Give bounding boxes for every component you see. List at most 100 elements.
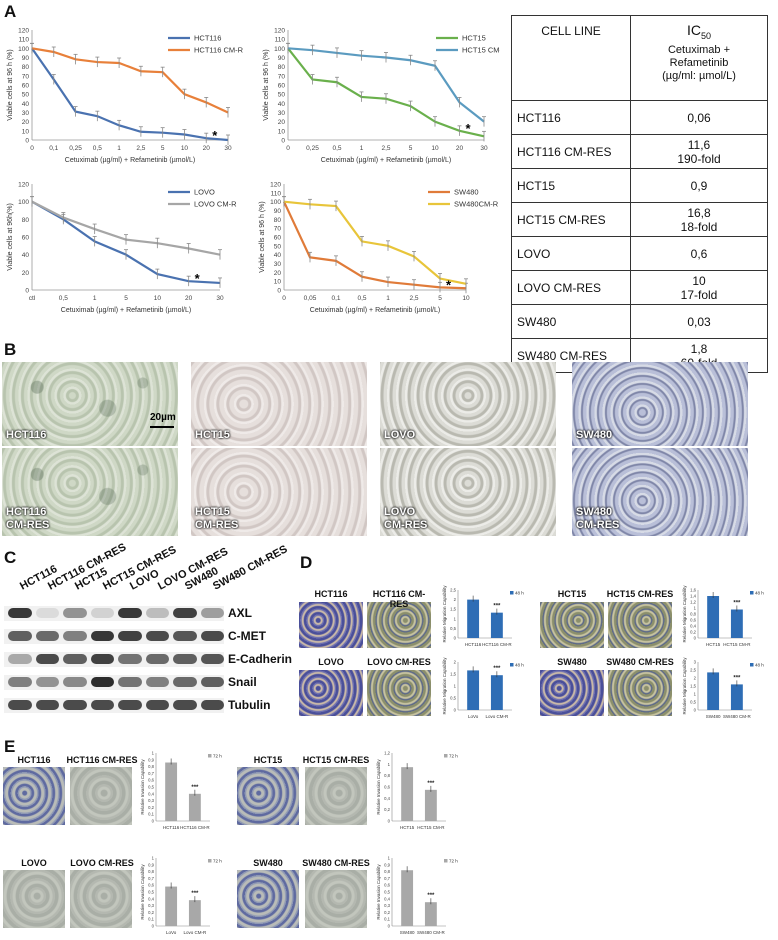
x-tick-label: 0,5 xyxy=(357,295,366,302)
y-tick-label: 120 xyxy=(270,182,281,189)
y-tick-label: 0,5 xyxy=(384,890,390,895)
protein-label: Snail xyxy=(228,675,257,689)
bar xyxy=(424,789,437,821)
y-tick-label: 0,4 xyxy=(690,624,696,629)
x-tick-label: 20 xyxy=(456,145,464,152)
legend-label: HCT15 xyxy=(462,34,486,43)
x-tick-label: SW480 CM-R xyxy=(723,714,752,719)
y-tick-label: 0 xyxy=(25,288,29,295)
legend-swatch xyxy=(444,859,448,863)
y-axis-label: Relative Migration Capability xyxy=(682,657,687,715)
y-tick-label: 0,3 xyxy=(384,903,390,908)
y-tick-label: 0,6 xyxy=(384,883,390,888)
y-tick-label: 0 xyxy=(152,819,155,824)
x-tick-label: HCT116 CM-R xyxy=(180,825,210,830)
y-tick-label: 0,5 xyxy=(450,626,456,631)
ic50-row: HCT116 CM-RES 11,6 190-fold xyxy=(511,134,768,169)
image-label: HCT116 xyxy=(17,755,51,765)
y-tick-label: 1 xyxy=(694,606,697,611)
bar-chart-migration-lovo: 0 0,5 1 1,5 2 Relative Migration Capability Lo… xyxy=(442,657,524,719)
bar xyxy=(188,900,201,926)
bar xyxy=(730,684,743,710)
x-tick-label: 0,1 xyxy=(331,295,340,302)
x-tick-label: HCT15 CM-R xyxy=(723,642,751,647)
y-tick-label: 100 xyxy=(270,199,281,206)
x-tick-label: 30 xyxy=(224,145,232,152)
bar xyxy=(401,870,414,926)
blot-band xyxy=(35,631,59,641)
blot-band xyxy=(200,631,224,641)
x-tick-label: 5 xyxy=(124,295,128,302)
blot-band xyxy=(118,654,142,664)
legend-swatch xyxy=(208,859,212,863)
micrograph-hct15-cm-res: HCT15 CM-RES xyxy=(191,448,367,536)
bar-chart-invasion-sw480: 0 0,1 0,2 0,3 0,40,5 0,6 0,7 0,8 0,91 Relative In… xyxy=(376,856,458,936)
micrograph-hct116: HCT116 20µm xyxy=(2,362,178,446)
image-label: SW480 CM-RES xyxy=(606,657,674,667)
bar xyxy=(490,612,503,638)
blot-strip xyxy=(4,606,224,621)
blot-band xyxy=(173,700,197,710)
y-tick-label: 1 xyxy=(694,692,697,697)
significance-marker: *** xyxy=(191,891,199,897)
legend-label: 72 h xyxy=(449,754,458,759)
legend-label: 48 h xyxy=(755,663,764,668)
x-tick-label: SW480 CM-R xyxy=(417,930,446,935)
blot-strip xyxy=(4,675,224,690)
y-tick-label: 0,2 xyxy=(690,630,696,635)
y-axis-label: Viable cells at 96h(%) xyxy=(7,203,14,271)
y-tick-label: 2,5 xyxy=(690,668,696,673)
bar-chart-invasion-hct116: 0 0,1 0,2 0,3 0,40,5 0,6 0,7 0,8 0,91 Relative In… xyxy=(140,751,222,831)
x-tick-label: 2,5 xyxy=(381,145,390,152)
image-label: HCT15 CM-RES xyxy=(606,589,674,599)
x-tick-label: 2,5 xyxy=(136,145,145,152)
y-tick-label: 70 xyxy=(278,73,286,80)
y-tick-label: 0,8 xyxy=(148,764,154,769)
panel-letter-d: D xyxy=(300,553,313,572)
bar xyxy=(467,670,480,710)
y-tick-label: 0,6 xyxy=(690,618,696,623)
y-tick-label: 1,6 xyxy=(690,588,696,593)
protein-label: Tubulin xyxy=(228,698,271,712)
y-axis-label: Relative Migration Capability xyxy=(682,585,687,643)
y-tick-label: 60 xyxy=(22,83,30,90)
y-tick-label: 80 xyxy=(22,217,30,224)
y-tick-label: 1 xyxy=(388,856,391,861)
x-axis-label: Cetuximab (µg/ml) + Refametinib (µmol/L) xyxy=(65,157,195,164)
image-label: LOVO CM-RES xyxy=(70,858,134,868)
invasion-image-hct15 xyxy=(237,767,299,825)
image-label: HCT116 CM-RES xyxy=(66,755,138,765)
y-tick-label: 0 xyxy=(454,708,457,713)
y-tick-label: 100 xyxy=(18,199,29,206)
legend-swatch xyxy=(510,591,514,595)
blot-band xyxy=(118,700,142,710)
blot-band xyxy=(145,677,169,687)
legend-label: HCT116 CM-R xyxy=(194,46,244,55)
image-label: HCT116 CM-RES xyxy=(372,589,426,609)
y-tick-label: 0 xyxy=(152,924,155,929)
y-tick-label: 40 xyxy=(278,101,286,108)
ic50-row: HCT116 0,06 xyxy=(511,100,768,135)
micrograph-hct15: HCT15 xyxy=(191,362,367,446)
significance-marker: *** xyxy=(427,893,435,899)
blot-strip xyxy=(4,698,224,713)
bar xyxy=(467,599,480,638)
y-tick-label: 30 xyxy=(278,110,286,117)
y-tick-label: 30 xyxy=(274,261,282,268)
invasion-image-hct116 xyxy=(3,767,65,825)
blot-band xyxy=(8,677,32,687)
blot-band xyxy=(200,700,224,710)
invasion-image-lovo xyxy=(3,870,65,928)
x-tick-label: HCT15 CM-R xyxy=(417,825,445,830)
y-tick-label: 0,7 xyxy=(148,771,154,776)
y-tick-label: 110 xyxy=(271,190,282,197)
ic50-col-cell-line: CELL LINE xyxy=(511,15,631,101)
y-tick-label: 0,2 xyxy=(148,910,154,915)
y-tick-label: 10 xyxy=(274,279,282,286)
y-tick-label: 50 xyxy=(22,92,30,99)
y-tick-label: 60 xyxy=(22,235,30,242)
migration-image-lovo-cm-res xyxy=(367,670,431,716)
y-tick-label: 10 xyxy=(278,128,286,135)
y-tick-label: 0,7 xyxy=(148,876,154,881)
image-label: LOVO xyxy=(21,858,47,868)
